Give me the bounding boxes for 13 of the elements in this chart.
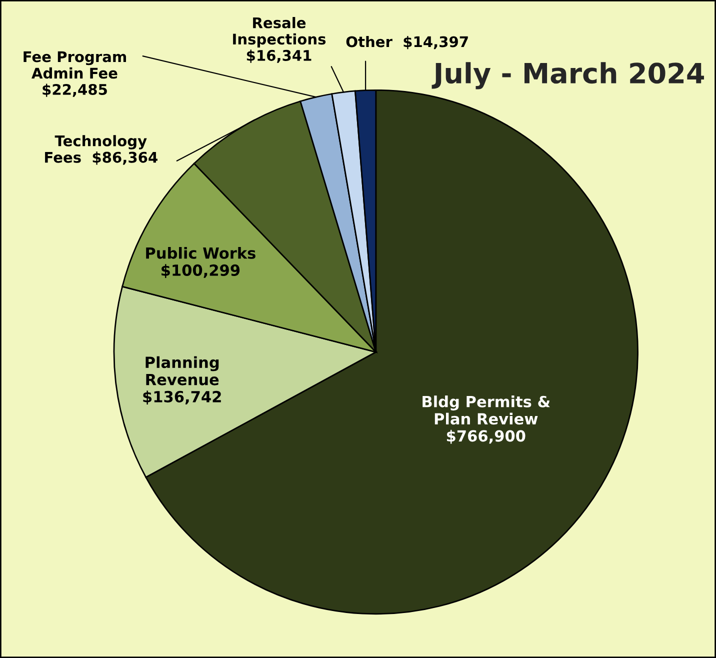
slice-label: Other $14,397 <box>346 36 468 50</box>
data-label: $22,485 <box>42 84 107 97</box>
slice-label: Public Works <box>146 247 256 259</box>
data-label: $136,742 <box>143 390 221 404</box>
slice-label: Planning Revenue <box>146 356 219 386</box>
data-label: $100,299 <box>162 264 240 278</box>
data-label: $16,341 <box>246 50 312 63</box>
text: July - March 2024 <box>432 62 704 90</box>
slice-label: Bldg Permits & Plan Review <box>422 396 550 425</box>
legend-label: Technology Fees $86,364 <box>45 135 158 165</box>
slice-label: Resale Inspections <box>233 17 326 48</box>
data-label: $766,900 <box>446 430 526 444</box>
slice-label: Fee Program Admin Fee <box>24 51 126 79</box>
